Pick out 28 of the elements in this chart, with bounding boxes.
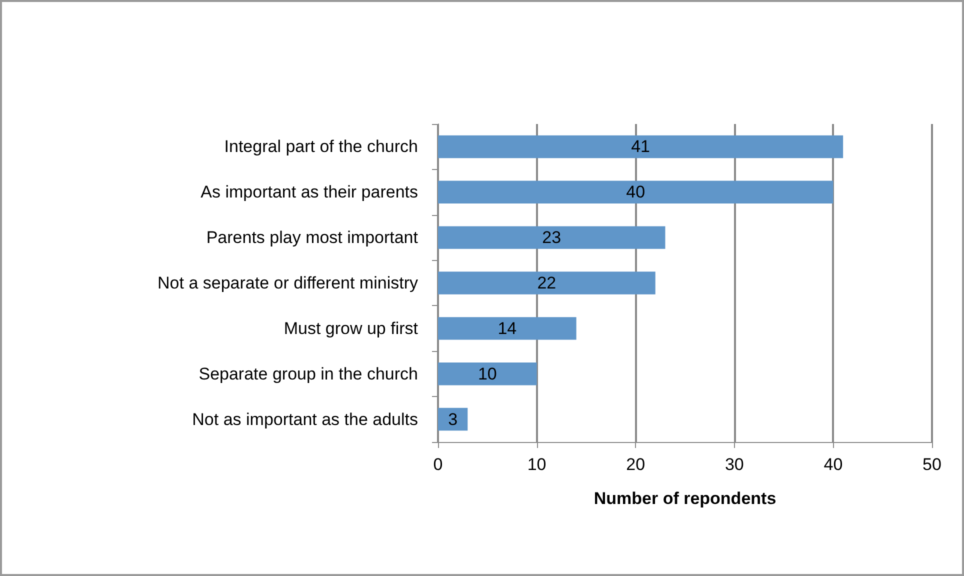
y-tick-label: Separate group in the church bbox=[198, 364, 418, 384]
x-axis-title: Number of repondents bbox=[594, 489, 776, 508]
y-tick-label: Not a separate or different ministry bbox=[158, 274, 418, 292]
data-label: 14 bbox=[498, 318, 517, 338]
bar bbox=[438, 362, 537, 386]
y-tick-label: Not as important as the adults bbox=[192, 410, 418, 429]
x-tick-label: 30 bbox=[724, 455, 744, 474]
y-tick-label: Integral part of the church bbox=[224, 137, 418, 156]
bar bbox=[438, 180, 834, 204]
y-tick-label: Parents play most important bbox=[206, 228, 418, 248]
x-tick-label: 10 bbox=[527, 455, 546, 474]
data-label: 41 bbox=[631, 137, 650, 156]
bar bbox=[438, 272, 656, 294]
data-label: 3 bbox=[448, 410, 458, 429]
data-label: 22 bbox=[537, 274, 556, 292]
x-tick-label: 0 bbox=[433, 455, 443, 474]
bar bbox=[438, 408, 468, 431]
x-tick-label: 40 bbox=[824, 455, 843, 474]
data-label: 10 bbox=[478, 364, 497, 384]
y-tick-label: Must grow up first bbox=[284, 318, 418, 338]
bar bbox=[438, 226, 666, 249]
y-tick-label: As important as their parents bbox=[200, 182, 418, 202]
bar bbox=[438, 317, 576, 340]
x-tick-label: 50 bbox=[922, 455, 942, 474]
data-label: 23 bbox=[542, 228, 562, 248]
bar bbox=[438, 135, 844, 158]
data-label: 40 bbox=[626, 182, 646, 202]
x-tick-label: 20 bbox=[626, 455, 646, 474]
